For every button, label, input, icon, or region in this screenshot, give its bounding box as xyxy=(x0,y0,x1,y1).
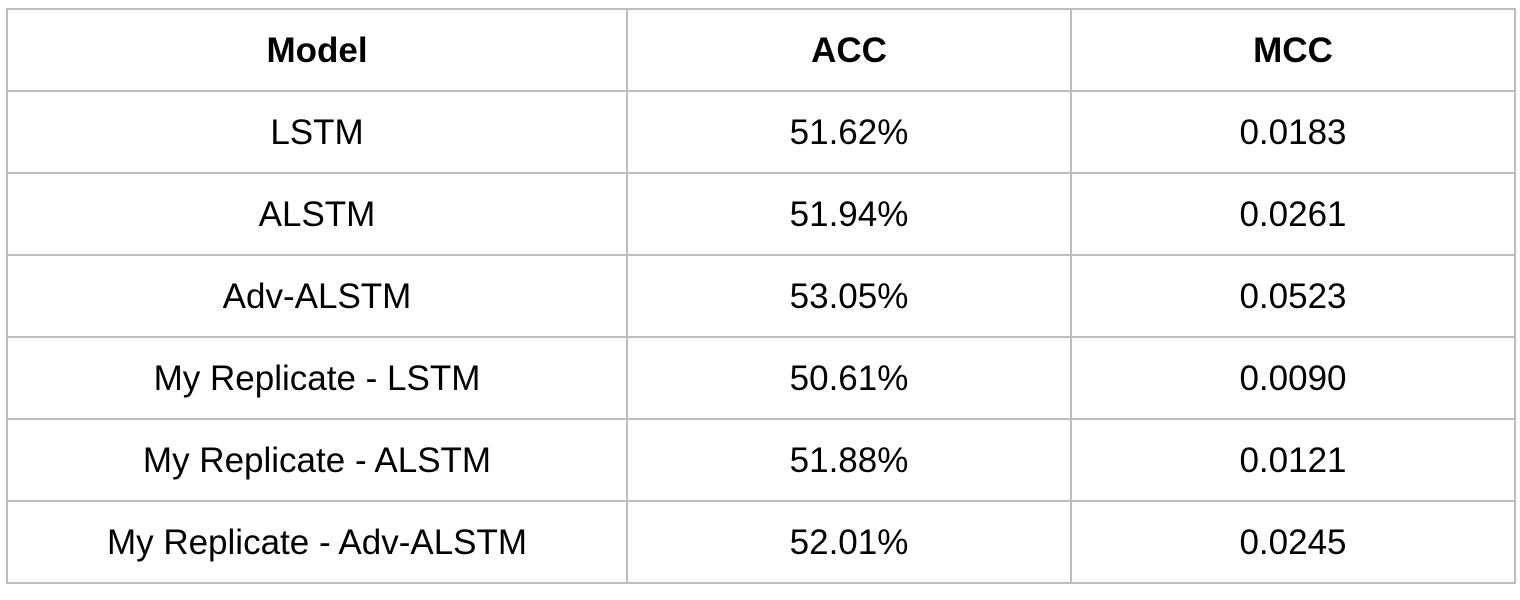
cell-acc: 51.88% xyxy=(626,418,1072,502)
table-row: LSTM 51.62% 0.0183 xyxy=(6,90,1516,174)
table-body: LSTM 51.62% 0.0183 ALSTM 51.94% 0.0261 A… xyxy=(6,90,1516,584)
table-row: Adv-ALSTM 53.05% 0.0523 xyxy=(6,254,1516,338)
cell-mcc: 0.0261 xyxy=(1070,172,1516,256)
cell-acc: 52.01% xyxy=(626,500,1072,584)
header-model: Model xyxy=(6,8,628,92)
cell-acc: 53.05% xyxy=(626,254,1072,338)
header-acc: ACC xyxy=(626,8,1072,92)
cell-mcc: 0.0523 xyxy=(1070,254,1516,338)
cell-mcc: 0.0245 xyxy=(1070,500,1516,584)
header-row: Model ACC MCC xyxy=(6,8,1516,92)
header-mcc: MCC xyxy=(1070,8,1516,92)
table-row: My Replicate - LSTM 50.61% 0.0090 xyxy=(6,336,1516,420)
cell-model: LSTM xyxy=(6,90,628,174)
cell-model: My Replicate - Adv-ALSTM xyxy=(6,500,628,584)
cell-mcc: 0.0090 xyxy=(1070,336,1516,420)
table-row: ALSTM 51.94% 0.0261 xyxy=(6,172,1516,256)
cell-model: ALSTM xyxy=(6,172,628,256)
cell-mcc: 0.0121 xyxy=(1070,418,1516,502)
cell-model: My Replicate - ALSTM xyxy=(6,418,628,502)
table-row: My Replicate - ALSTM 51.88% 0.0121 xyxy=(6,418,1516,502)
results-table: Model ACC MCC LSTM 51.62% 0.0183 ALSTM 5… xyxy=(6,8,1516,584)
cell-acc: 50.61% xyxy=(626,336,1072,420)
cell-acc: 51.94% xyxy=(626,172,1072,256)
table-header: Model ACC MCC xyxy=(6,8,1516,92)
cell-model: My Replicate - LSTM xyxy=(6,336,628,420)
cell-acc: 51.62% xyxy=(626,90,1072,174)
cell-model: Adv-ALSTM xyxy=(6,254,628,338)
table-row: My Replicate - Adv-ALSTM 52.01% 0.0245 xyxy=(6,500,1516,584)
cell-mcc: 0.0183 xyxy=(1070,90,1516,174)
